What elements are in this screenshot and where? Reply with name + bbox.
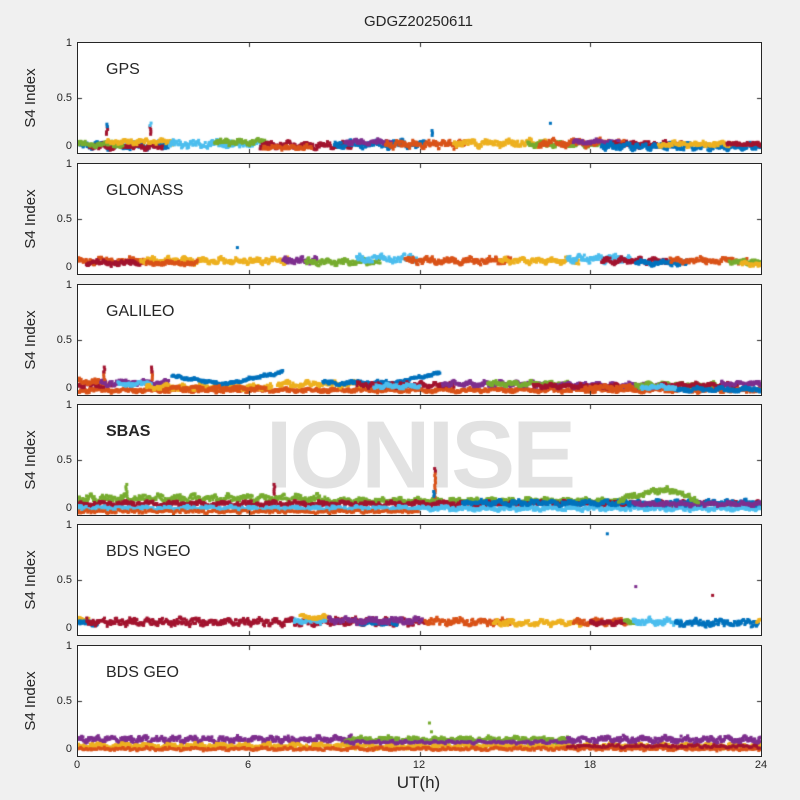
y-axis-label: S4 Index	[22, 430, 39, 490]
y-tick-label: 1	[65, 640, 72, 652]
y-tick-label: 0	[65, 140, 72, 152]
panel-bds-ngeo: S4 Index 1 0.5 0 BDS NGEO	[22, 519, 762, 636]
x-axis-label: UT(h)	[396, 773, 441, 792]
y-tick-label: 0	[65, 261, 72, 273]
panel-sbas: S4 Index 1 0.5 0 IONISE SBAS	[22, 399, 762, 516]
x-tick-label: 6	[244, 759, 252, 771]
y-axis-label: S4 Index	[22, 310, 39, 370]
panel-label-bds-ngeo: BDS NGEO	[106, 543, 191, 560]
y-tick-label: 1	[65, 37, 72, 49]
panel-label-bds-geo: BDS GEO	[106, 664, 179, 681]
panel-label-gps: GPS	[106, 61, 140, 78]
y-axis-label: S4 Index	[22, 189, 39, 249]
y-tick-label: 0.5	[56, 92, 72, 104]
y-tick-label: 1	[65, 279, 72, 291]
bds-ngeo-scatter-canvas	[78, 525, 761, 635]
y-tick-label: 1	[65, 158, 72, 170]
y-axis-label: S4 Index	[22, 68, 39, 128]
y-tick-label: 0.5	[56, 695, 72, 707]
chart-title: GDGZ20250611	[364, 13, 473, 30]
x-tick-label: 0	[73, 759, 81, 771]
x-tick-label: 18	[583, 759, 597, 771]
x-tick-label: 24	[754, 759, 768, 771]
x-tick-label: 12	[412, 759, 426, 771]
y-axis-label: S4 Index	[22, 550, 39, 610]
panel-label-glonass: GLONASS	[106, 182, 184, 199]
y-tick-label: 0.5	[56, 213, 72, 225]
panel-gps: S4 Index 1 0.5 0 GPS	[22, 37, 762, 154]
y-tick-label: 0	[65, 743, 72, 755]
bds-geo-scatter-canvas	[78, 646, 761, 756]
y-tick-label: 0.5	[56, 574, 72, 586]
y-tick-label: 1	[65, 519, 72, 531]
y-axis-label: S4 Index	[22, 671, 39, 731]
y-tick-label: 0	[65, 622, 72, 634]
y-tick-label: 0	[65, 382, 72, 394]
panel-galileo: S4 Index 1 0.5 0 GALILEO	[22, 279, 762, 396]
gps-scatter-canvas	[78, 43, 761, 153]
panel-glonass: S4 Index 1 0.5 0 GLONASS	[22, 158, 762, 275]
y-tick-label: 0.5	[56, 454, 72, 466]
y-tick-label: 1	[65, 399, 72, 411]
y-tick-label: 0	[65, 502, 72, 514]
panel-label-galileo: GALILEO	[106, 303, 175, 320]
galileo-scatter-canvas	[78, 285, 761, 395]
glonass-scatter-canvas	[78, 164, 761, 274]
panel-label-sbas: SBAS	[106, 423, 151, 440]
y-tick-label: 0.5	[56, 334, 72, 346]
sbas-scatter-canvas	[78, 405, 761, 515]
panel-bds-geo: S4 Index 1 0.5 0 BDS GEO	[22, 640, 762, 757]
